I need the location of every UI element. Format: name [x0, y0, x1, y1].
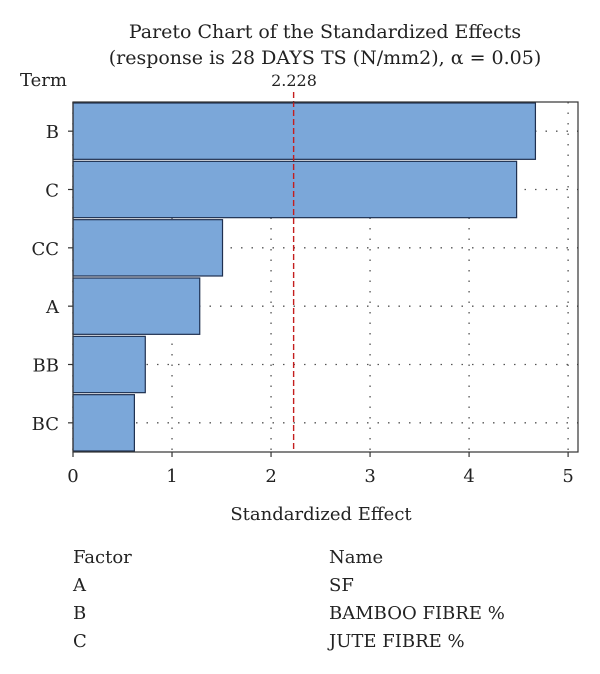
- factor-name: SF: [329, 575, 354, 596]
- chart-subtitle: (response is 28 DAYS TS (N/mm2), α = 0.0…: [109, 47, 542, 69]
- factor-row: C JUTE FIBRE %: [73, 628, 553, 656]
- x-axis-label: Standardized Effect: [230, 504, 412, 525]
- y-tick-label: C: [45, 181, 59, 202]
- factor-column-header: Factor: [73, 547, 132, 568]
- y-tick-label: BC: [32, 414, 59, 435]
- name-column-header: Name: [329, 547, 384, 568]
- bar: [72, 394, 135, 452]
- factor-code: A: [73, 575, 86, 596]
- factor-code: B: [73, 603, 87, 624]
- bar: [72, 219, 224, 277]
- x-tick-label: 1: [166, 466, 177, 487]
- y-axis-label: Term: [20, 70, 67, 91]
- bar: [72, 277, 201, 335]
- factor-name: JUTE FIBRE %: [329, 631, 465, 652]
- pareto-chart: Pareto Chart of the Standardized Effects…: [20, 21, 579, 525]
- x-tick-label: 0: [67, 466, 78, 487]
- bar: [72, 102, 537, 160]
- y-tick-label: B: [46, 122, 59, 143]
- bar: [72, 335, 146, 394]
- y-tick-label: CC: [31, 239, 59, 260]
- chart-title: Pareto Chart of the Standardized Effects: [129, 21, 521, 43]
- reference-line-label: 2.228: [271, 71, 317, 90]
- bar: [72, 160, 518, 219]
- x-tick-label: 3: [364, 466, 375, 487]
- x-tick-label: 2: [265, 466, 276, 487]
- y-tick-label: BB: [33, 356, 59, 377]
- factor-name: BAMBOO FIBRE %: [329, 603, 505, 624]
- factor-code: C: [73, 631, 87, 652]
- factor-row: B BAMBOO FIBRE %: [73, 600, 553, 628]
- factor-table: Factor Name A SF B BAMBOO FIBRE % C JUTE…: [73, 544, 553, 656]
- plot-frame: [72, 101, 579, 453]
- factor-table-header: Factor Name: [73, 544, 553, 572]
- x-tick-label: 5: [562, 466, 573, 487]
- x-tick-label: 4: [463, 466, 474, 487]
- y-tick-label: A: [45, 297, 60, 318]
- factor-row: A SF: [73, 572, 553, 600]
